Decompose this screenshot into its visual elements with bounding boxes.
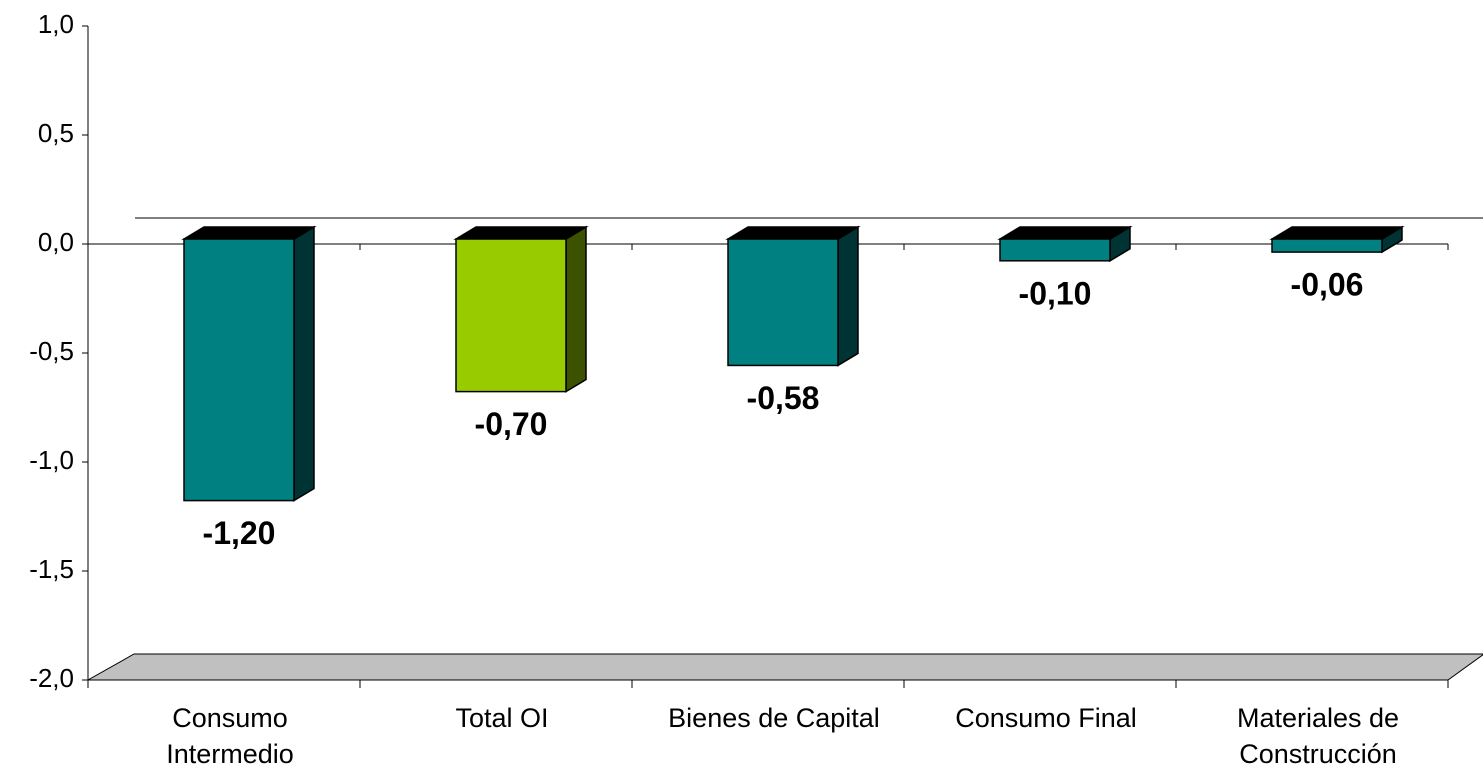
y-tick-label: -2,0 (29, 663, 74, 693)
y-tick-label: 0,0 (38, 227, 74, 257)
bar-front (456, 239, 566, 392)
bar (456, 227, 586, 392)
y-tick-label: -1,5 (29, 554, 74, 584)
bar-top (456, 227, 586, 239)
y-tick-label: -0,5 (29, 336, 74, 366)
y-tick-label: 0,5 (38, 118, 74, 148)
bar-front (1000, 239, 1110, 261)
y-tick-label: 1,0 (38, 9, 74, 39)
y-tick-label: -1,0 (29, 445, 74, 475)
bar-front (184, 239, 294, 501)
bar-top (1000, 227, 1130, 239)
bar-top (1272, 227, 1402, 239)
bar-side (566, 227, 586, 392)
bar (1272, 227, 1402, 252)
value-label: -0,06 (1291, 267, 1364, 303)
bar-side (294, 227, 314, 501)
bar-top (184, 227, 314, 239)
bar (1000, 227, 1130, 261)
bar (728, 227, 858, 365)
chart: -2,0 -1,5 -1,0 -0,5 0,0 0,5 1,0 -1,20 -0,70 -0,58… (0, 0, 1483, 777)
bar (184, 227, 314, 501)
floor (88, 654, 1483, 680)
bar-front (1272, 239, 1382, 252)
x-tick-label: Materiales de Construcción (1233, 700, 1403, 772)
bar-top (728, 227, 858, 239)
x-tick-label: Consumo Final (910, 700, 1182, 736)
value-label: -1,20 (203, 515, 276, 551)
bar-side (838, 227, 858, 365)
value-label: -0,70 (475, 406, 548, 442)
value-label: -0,10 (1019, 275, 1092, 311)
value-label: -0,58 (747, 380, 820, 416)
bar-front (728, 239, 838, 365)
x-tick-label: Total OI (366, 700, 638, 736)
x-tick-label: Consumo Intermedio (145, 700, 315, 772)
chart-container: -2,0 -1,5 -1,0 -0,5 0,0 0,5 1,0 -1,20 -0,70 -0,58… (0, 0, 1483, 777)
x-tick-label: Bienes de Capital (638, 700, 910, 736)
